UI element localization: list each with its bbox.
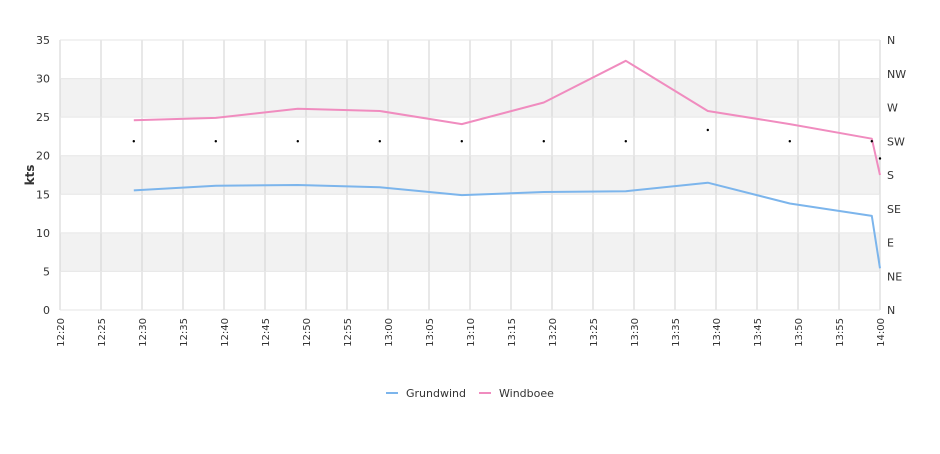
y-tick-label: 10 — [36, 227, 50, 240]
legend[interactable]: Grundwind Windboee — [386, 387, 554, 400]
direction-tick-label: SE — [887, 203, 901, 216]
x-tick-label: 12:35 — [179, 318, 190, 347]
y-tick-label: 15 — [36, 188, 50, 201]
direction-markers — [132, 128, 882, 160]
direction-tick-label: W — [887, 102, 898, 115]
x-tick-label: 12:55 — [343, 318, 354, 347]
x-tick-label: 13:45 — [753, 318, 764, 347]
direction-marker — [460, 140, 463, 143]
y-tick-label: 0 — [43, 304, 50, 317]
x-tick-label: 12:40 — [220, 318, 231, 347]
x-tick-label: 13:00 — [384, 318, 395, 347]
x-tick-label: 13:20 — [548, 318, 559, 347]
direction-marker — [296, 140, 299, 143]
x-tick-label: 13:30 — [630, 318, 641, 347]
direction-marker — [214, 140, 217, 143]
direction-marker — [624, 140, 627, 143]
direction-tick-label: SW — [887, 135, 905, 148]
direction-tick-label: N — [887, 304, 895, 317]
y-tick-label: 25 — [36, 111, 50, 124]
series-lines — [133, 59, 881, 269]
direction-marker — [542, 140, 545, 143]
x-tick-label: 13:40 — [712, 318, 723, 347]
x-tick-label: 12:30 — [138, 318, 149, 347]
x-tick-label: 12:25 — [97, 318, 108, 347]
legend-item-grundwind[interactable]: Grundwind — [386, 387, 466, 400]
y-tick-label: 30 — [36, 73, 50, 86]
direction-marker — [878, 157, 882, 160]
x-tick-label: 13:50 — [794, 318, 805, 347]
series-line-grundwind[interactable] — [133, 181, 881, 269]
x-tick-labels: 12:20 12:25 12:30 12:35 12:40 12:45 12:50 12:55… — [56, 318, 887, 347]
direction-marker — [378, 140, 381, 143]
direction-marker — [706, 128, 709, 132]
legend-label: Windboee — [499, 387, 554, 400]
y-tick-label: 5 — [43, 265, 50, 278]
y-axis-title: kts — [23, 165, 37, 186]
x-tick-label: 12:20 — [56, 318, 67, 347]
direction-marker — [788, 140, 791, 143]
x-gridlines — [59, 40, 881, 310]
x-tick-label: 13:55 — [835, 318, 846, 347]
legend-item-windboee[interactable]: Windboee — [479, 387, 554, 400]
direction-tick-label: NW — [887, 68, 906, 81]
x-tick-label: 14:00 — [876, 318, 887, 347]
direction-tick-label: E — [887, 237, 894, 250]
y-tick-labels: 0 5 10 15 20 25 30 35 — [36, 34, 50, 317]
x-tick-label: 13:05 — [425, 318, 436, 347]
direction-marker — [870, 140, 873, 143]
direction-tick-label: N — [887, 34, 895, 47]
x-tick-label: 13:15 — [507, 318, 518, 347]
x-tick-label: 13:25 — [589, 318, 600, 347]
series-line-windboee[interactable] — [133, 59, 881, 176]
y-tick-label: 35 — [36, 34, 50, 47]
x-tick-label: 13:35 — [671, 318, 682, 347]
x-tick-label: 12:45 — [261, 318, 272, 347]
direction-tick-label: NE — [887, 270, 902, 283]
x-tick-label: 12:50 — [302, 318, 313, 347]
direction-marker — [132, 140, 135, 143]
x-tick-label: 13:10 — [466, 318, 477, 347]
direction-tick-labels: N NE E SE S SW W NW N — [887, 34, 906, 317]
legend-label: Grundwind — [406, 387, 466, 400]
direction-tick-label: S — [887, 169, 894, 182]
y-tick-label: 20 — [36, 150, 50, 163]
